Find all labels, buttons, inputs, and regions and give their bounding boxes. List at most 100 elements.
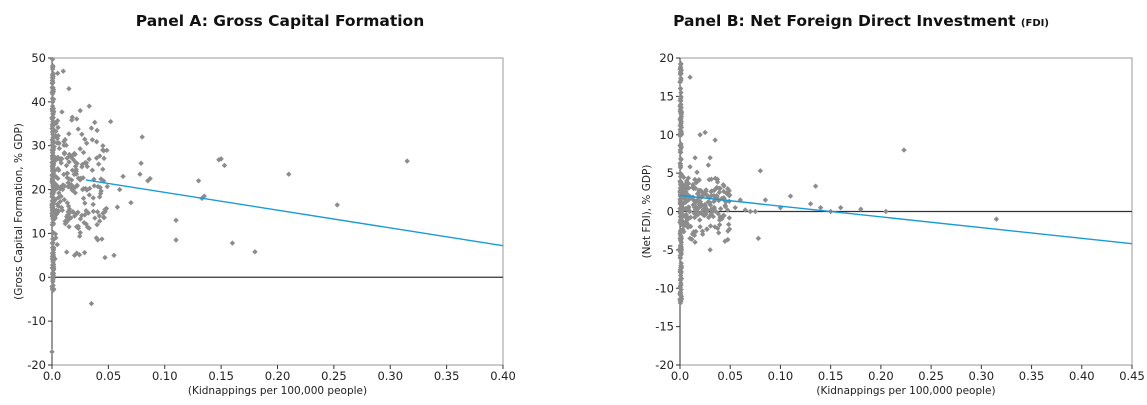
- data-point: [678, 89, 684, 96]
- data-point: [83, 160, 89, 166]
- data-point: [697, 198, 703, 205]
- data-point: [66, 86, 72, 92]
- data-point: [677, 79, 683, 85]
- data-point: [714, 176, 721, 183]
- data-point: [218, 156, 224, 162]
- data-point: [708, 210, 715, 216]
- data-point: [679, 218, 686, 224]
- data-point: [54, 241, 60, 248]
- data-point: [62, 136, 68, 143]
- data-point: [707, 247, 713, 253]
- data-point: [221, 162, 228, 169]
- data-point: [678, 213, 685, 219]
- data-point: [216, 157, 222, 163]
- x-tick-label: 0.30: [377, 369, 403, 383]
- data-point: [50, 111, 56, 118]
- data-point: [98, 188, 104, 194]
- panel-b: Panel B: Net Foreign Direct Investment (…: [575, 0, 1147, 405]
- data-point: [721, 212, 727, 219]
- data-point: [687, 235, 693, 242]
- x-tick-label: 0.0: [43, 369, 61, 383]
- data-point: [137, 171, 143, 177]
- data-point: [229, 240, 236, 246]
- data-point: [74, 182, 80, 188]
- data-point: [52, 231, 59, 237]
- data-point: [61, 197, 67, 203]
- data-point: [97, 190, 104, 197]
- data-point: [692, 155, 698, 161]
- data-point: [60, 68, 66, 74]
- data-point: [81, 219, 87, 226]
- data-point: [685, 175, 692, 181]
- data-point: [49, 80, 56, 87]
- data-point: [677, 219, 683, 225]
- data-point: [61, 171, 67, 178]
- data-point: [100, 147, 106, 153]
- data-point: [726, 215, 733, 221]
- data-point: [90, 195, 96, 201]
- data-point: [49, 204, 55, 210]
- data-point: [64, 155, 70, 161]
- data-point: [50, 278, 56, 285]
- data-point: [725, 228, 731, 234]
- x-tick-label: 0.0: [671, 369, 689, 383]
- data-point: [82, 200, 88, 206]
- data-point: [747, 208, 754, 215]
- data-point: [64, 170, 71, 176]
- chart-title-suffix: (FDI): [1020, 18, 1049, 29]
- data-point: [54, 117, 61, 124]
- data-point: [90, 201, 96, 208]
- y-tick-label: -20: [655, 358, 674, 372]
- data-point: [64, 200, 71, 206]
- data-point: [65, 203, 72, 209]
- data-point: [49, 286, 56, 293]
- data-point: [755, 235, 762, 242]
- data-point: [195, 178, 202, 184]
- panel-a: Panel A: Gross Capital Formation -20 -10 0…: [0, 0, 560, 405]
- data-point: [49, 240, 56, 247]
- y-tick-label: 10: [659, 128, 674, 142]
- data-point: [120, 173, 126, 180]
- data-point: [66, 224, 72, 230]
- data-point: [49, 129, 56, 135]
- data-point: [807, 201, 814, 207]
- data-point: [334, 202, 340, 208]
- data-point: [752, 208, 759, 215]
- data-point: [101, 214, 107, 221]
- data-point: [993, 216, 1000, 222]
- data-point: [901, 147, 907, 153]
- data-point: [80, 149, 87, 156]
- trend-line: [85, 179, 504, 247]
- data-point: [74, 160, 80, 167]
- data-point: [61, 138, 67, 145]
- data-point: [94, 209, 101, 215]
- data-point: [725, 236, 731, 243]
- data-point: [694, 191, 701, 197]
- data-point: [90, 208, 97, 215]
- data-point: [70, 156, 76, 162]
- data-point: [677, 272, 684, 279]
- data-point: [49, 108, 56, 114]
- data-point: [49, 208, 56, 214]
- plot-frame: [51, 57, 504, 366]
- x-tick-label: 0.25: [321, 369, 347, 383]
- x-tick-label: 0.40: [490, 369, 516, 383]
- y-tick-label: 20: [659, 51, 674, 65]
- data-point: [100, 166, 106, 172]
- data-point: [685, 180, 692, 187]
- data-point: [79, 186, 86, 193]
- y-tick-label: -15: [655, 320, 674, 334]
- y-tick-label: -10: [27, 314, 46, 328]
- x-tick-label: 0.35: [434, 369, 460, 383]
- data-point: [732, 204, 738, 211]
- y-tick-label: 0: [39, 270, 46, 284]
- data-point: [715, 230, 722, 236]
- data-point: [138, 160, 144, 166]
- data-point: [173, 217, 179, 223]
- data-point: [52, 157, 59, 164]
- data-point: [695, 205, 702, 211]
- data-point: [89, 167, 96, 173]
- data-point: [679, 185, 685, 192]
- data-point: [51, 213, 58, 220]
- data-point: [683, 218, 689, 224]
